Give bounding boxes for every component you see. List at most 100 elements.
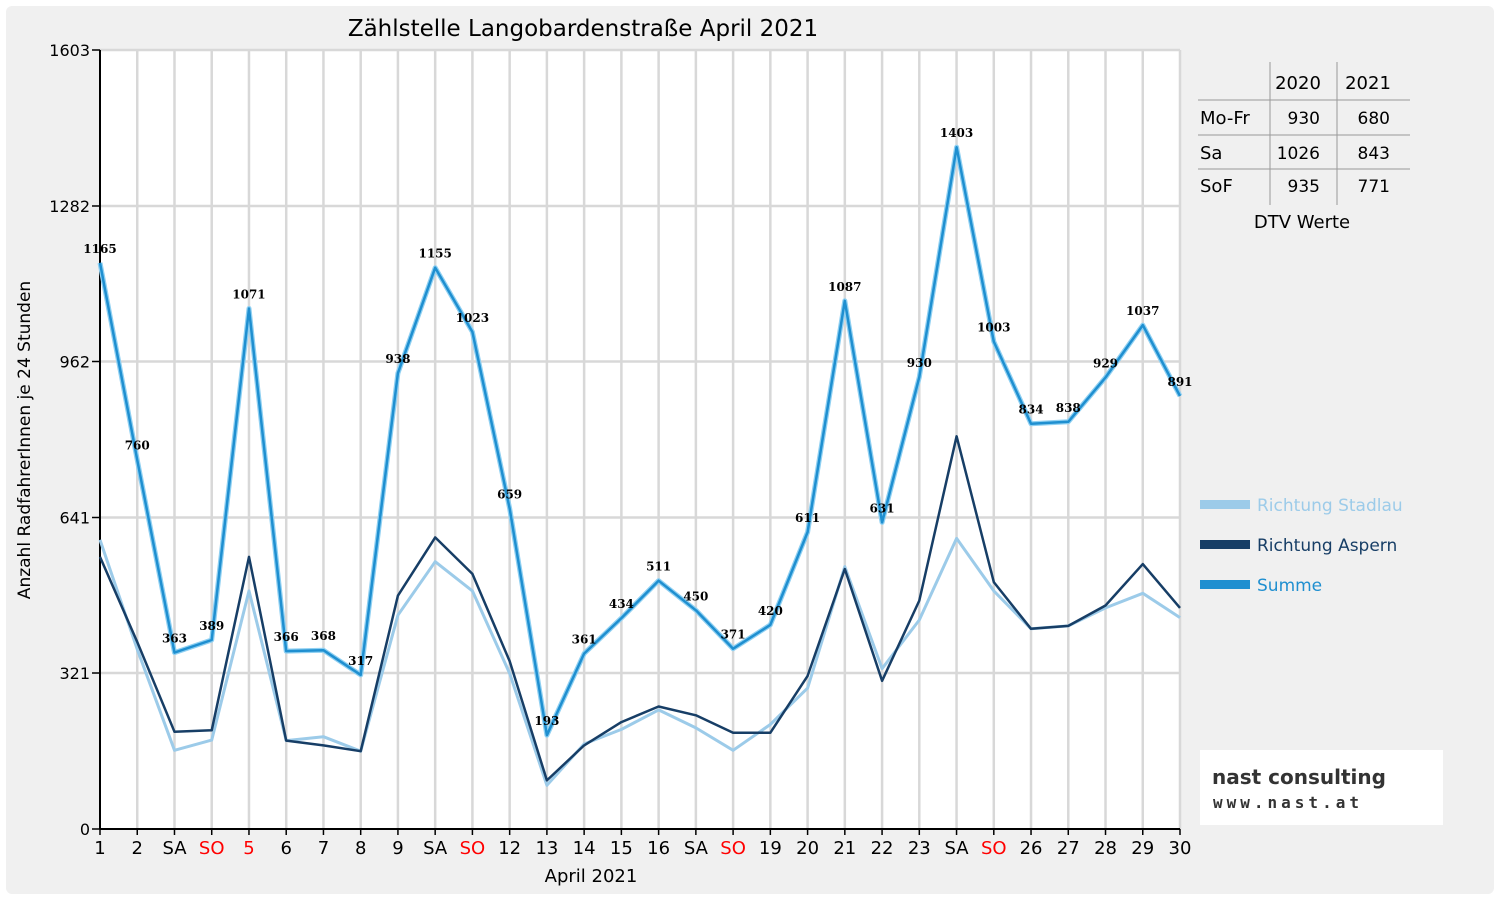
x-tick-label: 7 bbox=[318, 838, 329, 859]
x-tick-label: 5 bbox=[243, 838, 254, 859]
data-label: 371 bbox=[721, 628, 746, 642]
logo-name: nast consulting bbox=[1212, 765, 1386, 789]
x-tick-label: SA bbox=[684, 838, 709, 859]
x-tick-label: 20 bbox=[796, 838, 819, 859]
series-line-summe bbox=[98, 145, 1182, 737]
legend-swatch bbox=[1200, 540, 1250, 549]
data-label: 511 bbox=[646, 560, 671, 574]
dtv-cell: 1026 bbox=[1277, 144, 1320, 164]
x-tick-label: 16 bbox=[647, 838, 670, 859]
plot-area bbox=[100, 50, 1180, 829]
x-tick-label: 12 bbox=[498, 838, 521, 859]
x-tick-label: SO bbox=[199, 838, 225, 859]
data-label: 929 bbox=[1093, 357, 1118, 371]
series-line-richtung-aspern bbox=[98, 435, 1181, 782]
dtv-row-label: Sa bbox=[1200, 143, 1222, 164]
data-label: 317 bbox=[348, 654, 373, 668]
x-tick-label: SO bbox=[981, 838, 1007, 859]
data-label: 1155 bbox=[418, 247, 451, 261]
x-tick-label: 1 bbox=[94, 838, 105, 859]
x-tick-label: 14 bbox=[573, 838, 596, 859]
data-label: 366 bbox=[274, 630, 299, 644]
data-label: 938 bbox=[385, 352, 410, 366]
data-label: 420 bbox=[758, 604, 783, 618]
x-tick-label: 13 bbox=[535, 838, 558, 859]
x-tick-label: SA bbox=[162, 838, 187, 859]
x-tick-label: SA bbox=[945, 838, 970, 859]
data-label: 838 bbox=[1056, 401, 1081, 415]
y-tick-label: 1282 bbox=[49, 197, 90, 216]
x-tick-labels: 1 2 SA SO 5 6 7 8 9 SA SO 12 13 14 15 16 SA SO 19 20 21 22 23 S… bbox=[94, 838, 1191, 859]
data-label: 631 bbox=[870, 501, 895, 515]
x-tick-label: 19 bbox=[759, 838, 782, 859]
x-tick-label: 22 bbox=[871, 838, 894, 859]
x-tick-label: SA bbox=[423, 838, 448, 859]
x-tick-label: 29 bbox=[1131, 838, 1154, 859]
dtv-caption: DTV Werte bbox=[1254, 212, 1350, 233]
y-tick-labels: 0 321 641 962 1282 1603 bbox=[49, 41, 90, 839]
x-tick-label: 6 bbox=[280, 838, 291, 859]
x-tick-label: 30 bbox=[1169, 838, 1192, 859]
grid-lines bbox=[100, 48, 1182, 829]
data-label: 1087 bbox=[828, 280, 861, 294]
dtv-col-2020: 2020 bbox=[1275, 73, 1321, 94]
data-label: 930 bbox=[907, 356, 932, 370]
data-label: 389 bbox=[199, 619, 224, 633]
dtv-cell: 930 bbox=[1288, 109, 1320, 129]
x-tick-label: SO bbox=[720, 838, 746, 859]
data-label: 1071 bbox=[232, 288, 265, 302]
data-label: 1023 bbox=[456, 311, 489, 325]
data-label: 361 bbox=[572, 633, 597, 647]
dtv-cell: 771 bbox=[1358, 177, 1390, 197]
data-label: 1037 bbox=[1126, 304, 1159, 318]
data-label: 434 bbox=[609, 597, 634, 611]
dtv-cell: 680 bbox=[1358, 109, 1390, 129]
y-tick-label: 321 bbox=[59, 664, 90, 683]
data-label: 659 bbox=[497, 488, 522, 502]
y-tick-label: 0 bbox=[80, 820, 90, 839]
data-label: 1165 bbox=[83, 242, 116, 256]
x-tick-label: 21 bbox=[833, 838, 856, 859]
x-axis-label: April 2021 bbox=[545, 866, 638, 887]
legend-label: Richtung Stadlau bbox=[1257, 496, 1403, 516]
x-tick-label: SO bbox=[460, 838, 486, 859]
dtv-row-label: Mo-Fr bbox=[1200, 108, 1250, 129]
dtv-cell: 843 bbox=[1358, 144, 1390, 164]
data-label: 891 bbox=[1167, 375, 1192, 389]
y-tick-label: 962 bbox=[59, 353, 90, 372]
dtv-table: 2020 2021 Mo-Fr 930 680 Sa 1026 843 SoF … bbox=[1198, 62, 1410, 233]
y-tick-label: 1603 bbox=[49, 41, 90, 60]
dtv-row-label: SoF bbox=[1200, 176, 1233, 197]
legend-swatch bbox=[1200, 500, 1250, 509]
y-axis-label: Anzahl RadfahrerInnen je 24 Stunden bbox=[15, 281, 35, 599]
legend-label: Richtung Aspern bbox=[1257, 536, 1397, 556]
legend-label: Summe bbox=[1257, 576, 1322, 596]
x-tick-label: 23 bbox=[908, 838, 931, 859]
data-label: 611 bbox=[795, 511, 820, 525]
dtv-col-2021: 2021 bbox=[1345, 73, 1391, 94]
data-label: 193 bbox=[534, 714, 559, 728]
legend-swatch bbox=[1200, 580, 1250, 589]
x-tick-label: 9 bbox=[392, 838, 403, 859]
x-tick-label: 15 bbox=[610, 838, 633, 859]
chart-title: Zählstelle Langobardenstraße April 2021 bbox=[348, 16, 818, 42]
x-tick-label: 8 bbox=[355, 838, 366, 859]
y-tick-label: 641 bbox=[59, 508, 90, 527]
series-lines bbox=[97, 144, 1183, 787]
data-label: 1003 bbox=[977, 321, 1010, 335]
dtv-cell: 935 bbox=[1288, 177, 1320, 197]
data-labels: 1165 760 363 389 1071 366 368 317 938 1155 1023 659… bbox=[83, 126, 1192, 728]
data-label: 450 bbox=[683, 589, 708, 603]
data-label: 363 bbox=[162, 632, 187, 646]
x-tick-label: 2 bbox=[132, 838, 143, 859]
axes bbox=[92, 49, 1181, 835]
x-tick-label: 27 bbox=[1057, 838, 1080, 859]
legend: Richtung Stadlau Richtung Aspern Summe bbox=[1200, 496, 1403, 596]
logo-url: www.nast.at bbox=[1213, 793, 1363, 812]
data-label: 760 bbox=[125, 439, 150, 453]
data-label: 1403 bbox=[940, 126, 973, 140]
x-tick-label: 28 bbox=[1094, 838, 1117, 859]
data-label: 834 bbox=[1019, 403, 1044, 417]
nast-logo: nast consulting www.nast.at bbox=[1200, 750, 1443, 825]
